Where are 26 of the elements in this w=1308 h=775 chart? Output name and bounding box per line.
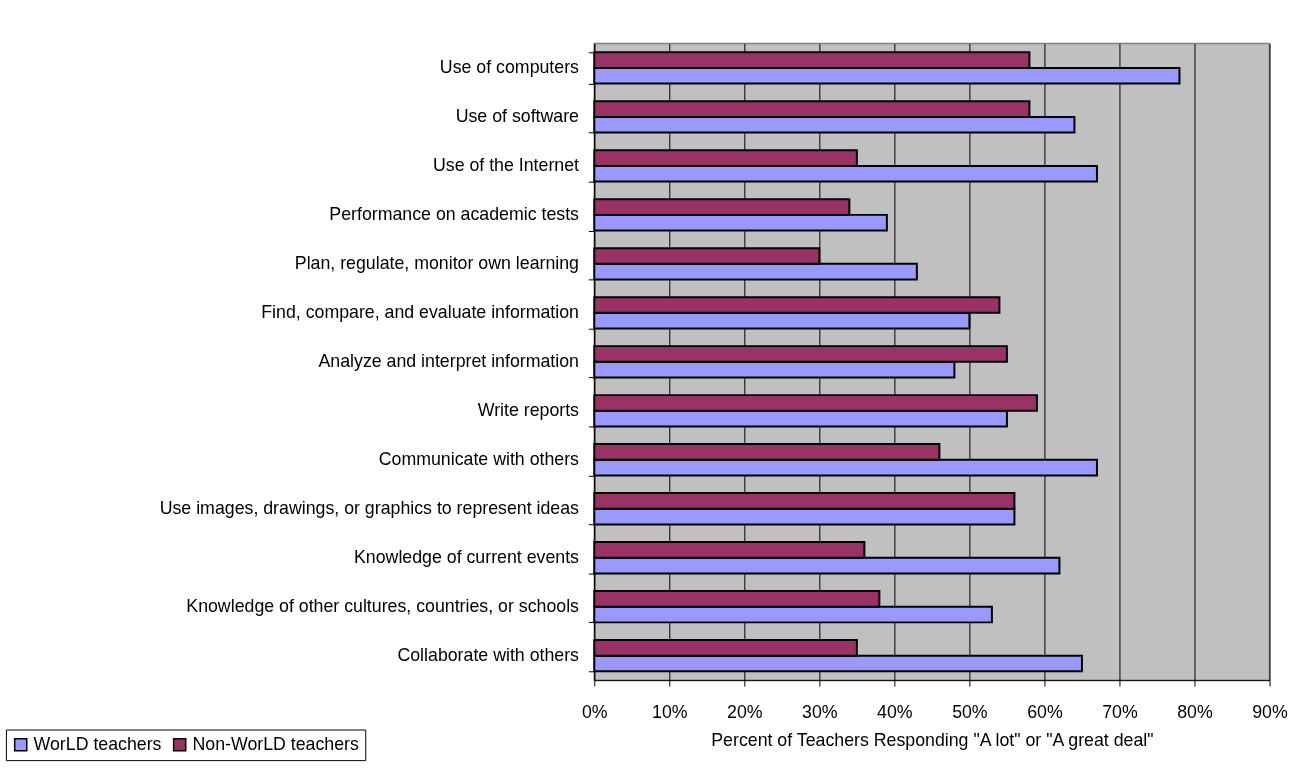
y-tick-label: Analyze and interpret information — [318, 351, 579, 372]
x-tick-label: 50% — [952, 702, 988, 723]
x-tick-label: 80% — [1177, 702, 1213, 723]
y-tick-label: Find, compare, and evaluate information — [261, 302, 579, 323]
y-tick-label: Use of the Internet — [432, 155, 580, 176]
x-axis-title: Percent of Teachers Responding "A lot" or "A great deal" — [711, 729, 1154, 750]
x-tick-label: 60% — [1027, 702, 1063, 723]
y-tick-label: Knowledge of current events — [353, 547, 580, 568]
y-tick-label: Use images, drawings, or graphics to represent ideas — [159, 498, 580, 519]
y-tick-label: Performance on academic tests — [329, 204, 580, 225]
x-tick-label: 30% — [802, 702, 838, 723]
x-tick-label: 90% — [1252, 702, 1288, 723]
y-tick-label: Knowledge of other cultures, countries, or schools — [186, 596, 580, 617]
y-tick-label: Use of software — [455, 106, 580, 127]
legend-label: Non-WorLD teachers — [192, 733, 360, 754]
x-tick-label: 0% — [581, 702, 608, 723]
y-tick-label: Communicate with others — [378, 449, 580, 470]
x-tick-label: 40% — [877, 702, 913, 723]
y-tick-label: Use of computers — [439, 57, 580, 78]
x-tick-label: 70% — [1102, 702, 1138, 723]
x-tick-label: 20% — [727, 702, 763, 723]
y-tick-label: Write reports — [477, 400, 580, 421]
legend-label: WorLD teachers — [33, 733, 162, 754]
y-tick-label: Collaborate with others — [397, 645, 580, 666]
y-tick-label: Plan, regulate, monitor own learning — [294, 253, 579, 274]
x-tick-label: 10% — [652, 702, 688, 723]
